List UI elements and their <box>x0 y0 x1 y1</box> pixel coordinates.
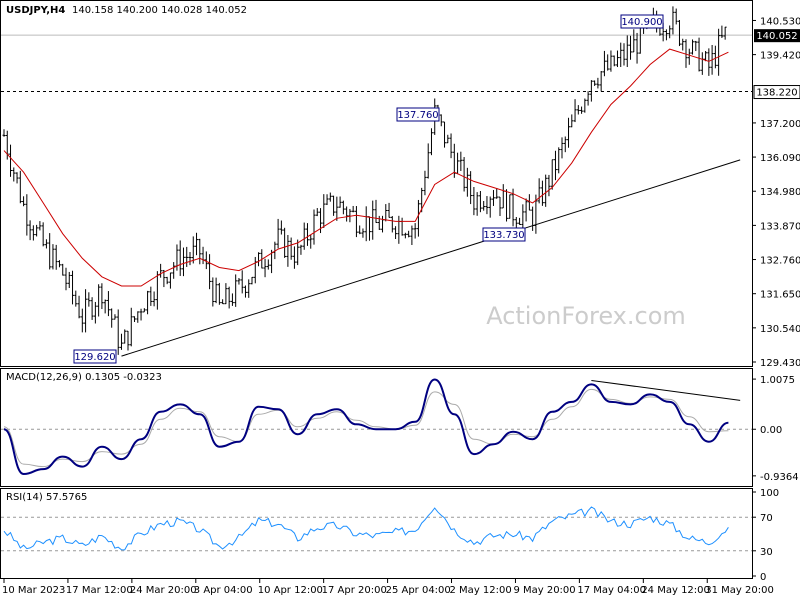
price-tick-label: 133.870 <box>760 221 800 232</box>
current-price-box <box>754 29 800 43</box>
rsi-panel-frame <box>0 488 753 579</box>
rsi-tick-label: 0 <box>760 572 766 583</box>
price-panel-frame <box>0 0 753 367</box>
price-tick-label: 139.420 <box>760 51 800 62</box>
time-tick-label: 10 Apr 12:00 <box>258 585 323 596</box>
macd-axis: 1.0075 0.00 -0.9364 <box>752 375 799 483</box>
time-tick-label: 24 Mar 20:00 <box>130 585 197 596</box>
watermark: ActionForex.com <box>486 302 686 330</box>
macd-tick-label: 0.00 <box>760 425 782 436</box>
annotation-low1: 133.730 <box>483 230 524 241</box>
annotation-low1-box <box>482 227 526 242</box>
time-tick-label: 3 Apr 04:00 <box>194 585 253 596</box>
trendlines <box>121 159 741 357</box>
time-tick-label: 10 Mar 2023 <box>2 585 65 596</box>
time-tick-label: 17 Mar 12:00 <box>66 585 133 596</box>
macd-resistance-line <box>591 379 741 401</box>
time-tick-label: 31 May 20:00 <box>705 585 774 596</box>
level-price-box <box>753 85 800 100</box>
macd-main-line <box>3 378 729 476</box>
annotation-low2: 129.620 <box>74 352 115 363</box>
symbol-label: USDJPY,H4 <box>6 5 65 16</box>
candles <box>2 6 727 355</box>
price-tick-label: 137.200 <box>760 119 800 130</box>
moving-average-line <box>3 48 729 287</box>
rsi-tick-label: 100 <box>760 488 779 499</box>
price-gridlines <box>1 34 752 93</box>
macd-tick-label: 1.0075 <box>760 375 795 386</box>
annotation-high2: 137.760 <box>397 110 438 121</box>
price-tick-label: 136.090 <box>760 153 800 164</box>
rsi-line <box>3 506 729 551</box>
annotation-high1: 140.900 <box>621 17 662 28</box>
time-tick-label: 2 May 12:00 <box>450 585 512 596</box>
price-tick-label: 132.760 <box>760 256 800 267</box>
time-tick-label: 24 May 12:00 <box>641 585 710 596</box>
rsi-axis: 100 70 30 0 <box>752 488 779 583</box>
annotation-low2-box <box>73 349 117 364</box>
time-tick-label: 25 Apr 04:00 <box>386 585 451 596</box>
annotation-high1-box <box>620 14 664 29</box>
level-price-label: 138.220 <box>756 88 797 99</box>
price-axis: 140.530 139.420 137.200 136.090 134.980 133.8… <box>752 16 800 369</box>
support-trendline <box>121 159 741 357</box>
price-tick-label: 131.650 <box>760 290 800 301</box>
macd-tick-label: -0.9364 <box>760 472 799 483</box>
rsi-levels <box>1 516 752 552</box>
rsi-tick-label: 30 <box>760 547 773 558</box>
price-tick-label: 140.530 <box>760 16 800 27</box>
time-tick-label: 17 Apr 20:00 <box>322 585 387 596</box>
ohlc-label: 140.158 140.200 140.028 140.052 <box>72 5 247 16</box>
rsi-label: RSI(14) 57.5765 <box>6 492 87 503</box>
macd-signal-line <box>3 388 729 468</box>
time-tick-label: 9 May 20:00 <box>513 585 575 596</box>
annotation-high2-box <box>396 107 440 122</box>
time-tick-label: 17 May 04:00 <box>577 585 646 596</box>
macd-label: MACD(12,26,9) 0.1305 -0.0323 <box>6 372 162 383</box>
price-tick-label: 134.980 <box>760 187 800 198</box>
rsi-tick-label: 70 <box>760 513 773 524</box>
price-tick-label: 130.540 <box>760 324 800 335</box>
price-tick-label: 129.430 <box>760 358 800 369</box>
macd-panel-frame <box>0 368 753 487</box>
macd-trendline <box>591 379 741 401</box>
current-price-label: 140.052 <box>756 31 797 42</box>
